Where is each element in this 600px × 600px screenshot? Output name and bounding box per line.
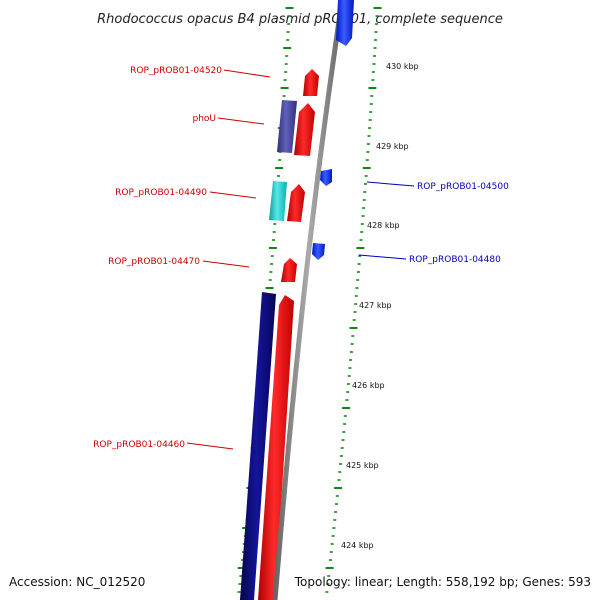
label-ROP_pROB01-04490[interactable]: ROP_pROB01-04490 (115, 188, 207, 198)
label-ROP_pROB01-04480[interactable]: ROP_pROB01-04480 (409, 255, 501, 265)
kbp-label-430: 430 kbp (386, 62, 419, 71)
leader-line (217, 117, 265, 125)
map-title: Rhodococcus opacus B4 plasmid pROB01, co… (97, 12, 503, 27)
label-ROP_pROB01-04520[interactable]: ROP_pROB01-04520 (130, 66, 222, 76)
leader-line (223, 69, 271, 78)
leader-line (366, 181, 415, 187)
gene-ROP_pROB01-04470[interactable] (281, 258, 297, 282)
kbp-label-427: 427 kbp (359, 301, 392, 310)
kbp-scale: 430 kbp 429 kbp 428 kbp 427 kbp 426 kbp … (341, 62, 419, 550)
gene-ROP_pROB01-04500[interactable] (320, 169, 332, 186)
kbp-label-426: 426 kbp (352, 381, 385, 390)
navy-feature-bar (240, 292, 276, 600)
gene-reverse-top[interactable] (336, 0, 354, 46)
gene-ROP_pROB01-04520[interactable] (303, 69, 319, 96)
kbp-label-428: 428 kbp (367, 221, 400, 230)
gene-ROP_pROB01-04460[interactable] (258, 295, 294, 600)
kbp-label-425: 425 kbp (346, 461, 379, 470)
leader-line (358, 254, 407, 260)
phoU-feature-bar (277, 100, 297, 153)
leader-line (209, 191, 257, 199)
gene-ROP_pROB01-04490[interactable] (287, 184, 305, 222)
gene-ROP_pROB01-04480[interactable] (312, 243, 325, 260)
kbp-label-429: 429 kbp (376, 142, 409, 151)
inner-tick-marks (325, 7, 382, 593)
kbp-label-424: 424 kbp (341, 541, 374, 550)
gene-labels: ROP_pROB01-04520 phoU ROP_pROB01-04500 R… (93, 66, 509, 450)
accession-text: Accession: NC_012520 (9, 575, 145, 589)
backbone-line (272, 0, 345, 600)
topology-summary: Topology: linear; Length: 558,192 bp; Ge… (294, 575, 591, 589)
leader-line (202, 260, 250, 268)
gene-phoU[interactable] (294, 103, 315, 156)
cyan-feature-bar (269, 181, 287, 221)
label-ROP_pROB01-04460[interactable]: ROP_pROB01-04460 (93, 440, 185, 450)
leader-line (186, 442, 234, 450)
label-phoU[interactable]: phoU (192, 114, 216, 124)
label-ROP_pROB01-04470[interactable]: ROP_pROB01-04470 (108, 257, 200, 267)
label-ROP_pROB01-04500[interactable]: ROP_pROB01-04500 (417, 182, 509, 192)
